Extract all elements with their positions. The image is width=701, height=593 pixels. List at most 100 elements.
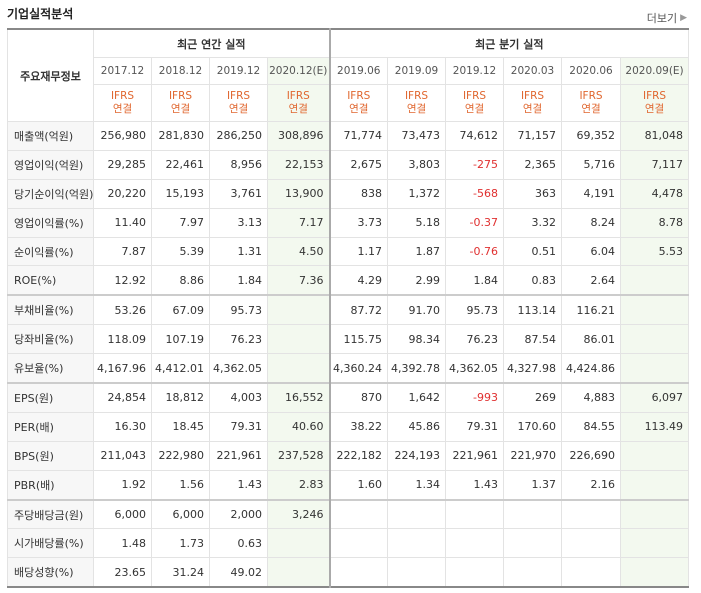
table-cell: 18.45: [151, 411, 210, 442]
table-cell: 23.65: [93, 557, 152, 588]
table-cell: 222,182: [328, 440, 389, 471]
table-cell: 71,774: [328, 121, 389, 151]
table-cell: 838: [328, 178, 389, 209]
table-cell: 0.63: [209, 528, 268, 559]
table-cell: 74,612: [445, 121, 505, 151]
table-cell: [266, 353, 331, 384]
table-cell: 4.29: [328, 265, 389, 296]
basis-ifrs: IFRS: [347, 90, 371, 102]
table-cell: 76.23: [209, 324, 268, 355]
table-cell: 7.87: [93, 236, 152, 267]
table-row: PBR(배) 1.92 1.56 1.43 2.83 1.60 1.34 1.43 1.37 2.…: [7, 469, 690, 501]
table-cell: 12.92: [93, 265, 152, 296]
table-cell: [620, 265, 690, 296]
basis-consolidated: 연결: [522, 103, 543, 115]
basis-consolidated: 연결: [349, 103, 369, 115]
table-cell: 6,000: [93, 498, 152, 530]
table-row: ROE(%) 12.92 8.86 1.84 7.36 4.29 2.99 1.84 0.83 2…: [7, 265, 690, 296]
table-cell: [620, 440, 690, 471]
table-cell: 6,097: [620, 382, 690, 413]
basis-consolidated: 연결: [581, 103, 601, 115]
basis-header: IFRS 연결: [93, 84, 152, 122]
basis-ifrs: IFRS: [520, 90, 545, 102]
table-cell: 1.34: [387, 469, 447, 501]
table-cell: 211,043: [93, 440, 152, 471]
table-row: 주당배당금(원) 6,000 6,000 2,000 3,246: [7, 498, 690, 530]
row-label: 당좌비율(%): [7, 324, 94, 355]
table-cell: 11.40: [93, 207, 152, 238]
table-cell: 4,327.98: [503, 353, 563, 384]
table-cell: 256,980: [93, 121, 152, 151]
row-label: EPS(원): [7, 382, 94, 413]
period-header: 2020.03: [503, 57, 563, 85]
table-cell: 87.54: [503, 324, 563, 355]
table-cell: 2,365: [503, 149, 563, 180]
basis-ifrs: IFRS: [168, 90, 193, 102]
table-cell: 6.04: [561, 236, 622, 267]
table-cell: 4,167.96: [93, 353, 152, 384]
table-row: 당기순이익(억원) 20,220 15,193 3,761 13,900 838 1,372…: [7, 178, 690, 209]
table-cell: 1.60: [328, 469, 389, 501]
table-cell: 870: [328, 382, 389, 413]
row-label: 배당성향(%): [7, 557, 94, 588]
table-cell: [620, 294, 690, 326]
table-cell: 87.72: [328, 294, 389, 326]
table-cell: 7.17: [266, 207, 331, 238]
table-row: 당좌비율(%) 118.09 107.19 76.23 115.75 98.34 76.23…: [7, 324, 690, 355]
period-header: 2020.12(E): [266, 57, 331, 85]
table-cell: [328, 557, 389, 588]
table-cell: [266, 294, 331, 326]
table-cell: -275: [445, 149, 505, 180]
table-cell: -568: [445, 178, 505, 209]
period-header: 2019.12: [445, 57, 505, 85]
table-cell: 221,970: [503, 440, 563, 471]
basis-consolidated: 연결: [288, 103, 308, 115]
table-cell: 67.09: [151, 294, 210, 326]
table-cell: 1.37: [503, 469, 563, 501]
table-cell: 16.30: [93, 411, 152, 442]
row-label: PBR(배): [7, 469, 94, 501]
table-row: 영업이익(억원) 29,285 22,461 8,956 22,153 2,675 3,80…: [7, 149, 690, 180]
table-cell: 4,362.05: [209, 353, 268, 384]
table-cell: 1.43: [209, 469, 268, 501]
row-label: 영업이익률(%): [7, 207, 94, 238]
table-row: 배당성향(%) 23.65 31.24 49.02: [7, 557, 690, 588]
row-label: 시가배당률(%): [7, 528, 94, 559]
row-label: PER(배): [7, 411, 94, 442]
table-cell: 45.86: [387, 411, 447, 442]
table-cell: [561, 528, 622, 559]
table-cell: [266, 324, 331, 355]
basis-consolidated: 연결: [464, 103, 485, 115]
table-cell: 15,193: [151, 178, 210, 209]
table-cell: 1.48: [93, 528, 152, 559]
table-row: 매출액(억원) 256,980 281,830 286,250 308,896 71,77…: [7, 121, 690, 151]
table-cell: 79.31: [209, 411, 268, 442]
table-cell: 4,360.24: [328, 353, 389, 384]
table-cell: 4,412.01: [151, 353, 210, 384]
corner-header: 주요재무정보: [7, 28, 94, 122]
table-cell: -993: [445, 382, 505, 413]
row-label: 유보율(%): [7, 353, 94, 384]
basis-header: IFRS 연결: [620, 84, 690, 122]
table-cell: -0.37: [445, 207, 505, 238]
basis-ifrs: IFRS: [642, 90, 667, 102]
row-label: 당기순이익(억원): [7, 178, 94, 209]
table-cell: 3.13: [209, 207, 268, 238]
table-cell: 2.99: [387, 265, 447, 296]
table-cell: [620, 528, 690, 559]
table-cell: 73,473: [387, 121, 447, 151]
table-cell: 84.55: [561, 411, 622, 442]
more-link[interactable]: 더보기 ▶: [647, 10, 687, 26]
table-cell: 3,246: [266, 498, 331, 530]
table-row: BPS(원) 211,043 222,980 221,961 237,528 222,18…: [7, 440, 690, 471]
basis-ifrs: IFRS: [226, 90, 251, 102]
table-cell: 53.26: [93, 294, 152, 326]
table-cell: [266, 557, 331, 588]
table-cell: 31.24: [151, 557, 210, 588]
table-cell: -0.76: [445, 236, 505, 267]
table-cell: [328, 498, 389, 530]
table-cell: 221,961: [209, 440, 268, 471]
financial-summary-table: 주요재무정보 최근 연간 실적 최근 분기 실적 2017.12 2018.12 2…: [7, 28, 690, 589]
table-cell: 4,362.05: [445, 353, 505, 384]
table-cell: 2.83: [266, 469, 331, 501]
